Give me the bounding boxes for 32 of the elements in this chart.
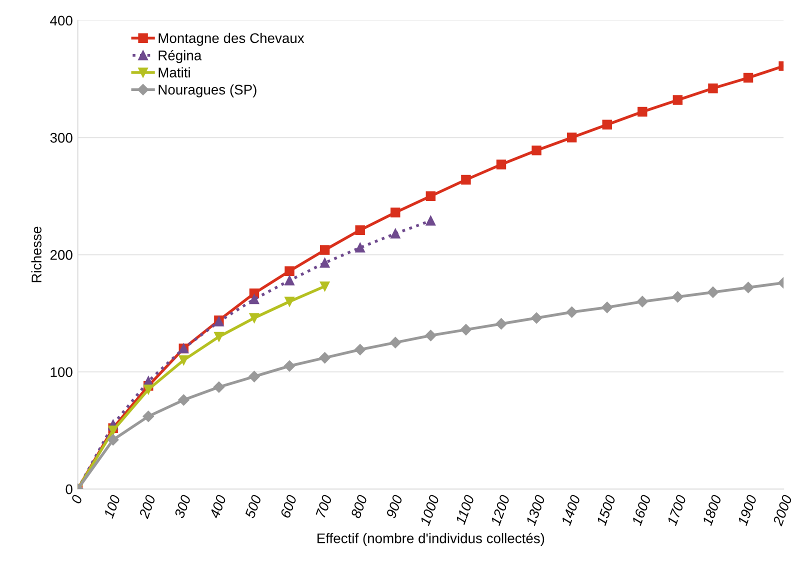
- y-tick-label: 400: [50, 16, 72, 26]
- y-tick-label: 100: [50, 367, 72, 378]
- y-tick-label: 200: [50, 250, 72, 260]
- legend-label: Nouragues (SP): [158, 84, 256, 98]
- x-tick-label: 1800: [702, 494, 722, 526]
- x-tick-label: 1200: [490, 494, 510, 526]
- x-tick-label: 1100: [455, 494, 475, 526]
- y-tick-label: 0: [66, 484, 72, 494]
- x-tick-label: 0: [70, 494, 83, 504]
- x-tick-label: 500: [244, 494, 262, 519]
- y-axis-title: Richesse: [31, 226, 42, 282]
- x-tick-label: 100: [104, 494, 121, 519]
- x-tick-label: 1300: [526, 494, 546, 526]
- legend-label: Montagne des Chevaux: [158, 32, 304, 46]
- x-tick-label: 200: [138, 494, 156, 520]
- x-tick-label: 300: [174, 494, 192, 519]
- legend-label: Régina: [158, 50, 202, 64]
- x-tick-label: 800: [350, 494, 368, 519]
- x-tick-label: 900: [386, 494, 403, 519]
- legend-label: Matiti: [158, 67, 190, 78]
- x-tick-label: 1500: [596, 494, 616, 526]
- x-tick-label: 1400: [560, 494, 581, 526]
- y-tick-label: 300: [50, 132, 72, 143]
- x-axis-title: Effectif (nombre d'individus collectés): [318, 532, 544, 546]
- x-tick-label: 1000: [420, 494, 440, 526]
- x-tick-label: 2000: [772, 494, 792, 526]
- x-tick-label: 1600: [632, 494, 652, 526]
- x-tick-label: 700: [316, 494, 332, 518]
- x-tick-label: 1900: [737, 494, 758, 526]
- x-tick-label: 400: [209, 494, 226, 520]
- x-tick-label: 1700: [666, 494, 686, 526]
- x-tick-label: 600: [280, 494, 297, 518]
